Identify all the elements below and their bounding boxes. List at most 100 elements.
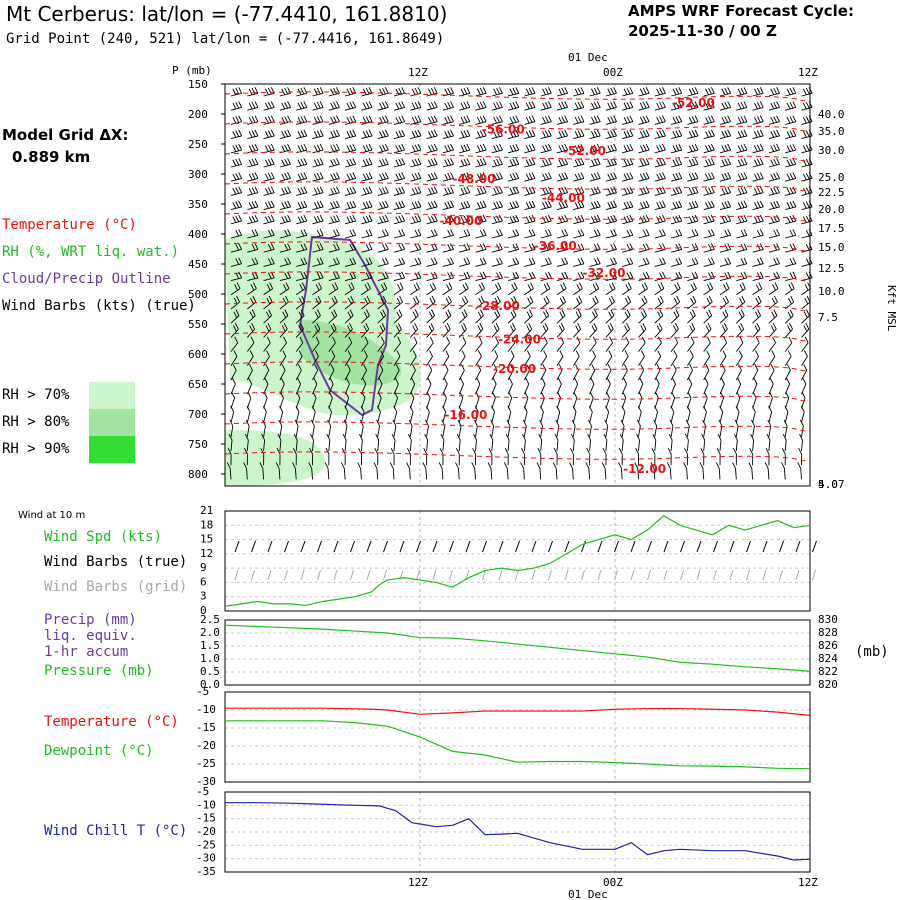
wind-barb-feather bbox=[545, 158, 549, 166]
wind-barb-feather bbox=[238, 257, 243, 264]
wind-barb-feather bbox=[528, 173, 533, 180]
wind-barb-feather bbox=[417, 200, 422, 208]
wind-barb-feather bbox=[525, 187, 530, 195]
wind-barb bbox=[621, 342, 630, 352]
wind-barb-feather bbox=[770, 145, 775, 152]
wind-barb-feather bbox=[738, 364, 742, 371]
wind-barb-feather bbox=[723, 336, 728, 344]
wind-barb-feather bbox=[389, 462, 394, 469]
wind-barb-feather bbox=[591, 187, 595, 195]
wind-barb bbox=[654, 356, 662, 367]
wind-barb-feather bbox=[248, 202, 253, 209]
wind-barb bbox=[491, 277, 503, 282]
wind-barb-feather bbox=[659, 309, 664, 316]
pressure-ytick-right: 826 bbox=[818, 639, 838, 652]
wind-barb-feather bbox=[412, 325, 417, 332]
wind-barb bbox=[442, 425, 446, 437]
wind-barb-feather bbox=[527, 284, 532, 291]
wind-barb bbox=[491, 356, 499, 367]
wind-barb-feather bbox=[395, 159, 400, 166]
wind-barb-feather bbox=[352, 172, 357, 179]
wind-barb bbox=[442, 249, 454, 253]
wind-barb-feather bbox=[607, 159, 612, 166]
wind-barb bbox=[328, 301, 338, 310]
wind-barb bbox=[361, 263, 373, 267]
wind-barb-feather bbox=[737, 187, 742, 195]
temperature-contour bbox=[224, 331, 811, 342]
wind-barb-feather bbox=[596, 271, 601, 279]
wind-barb-feather bbox=[368, 257, 373, 264]
wind-barb-feather bbox=[610, 158, 615, 166]
wind-barb bbox=[622, 121, 633, 125]
wind-barb-feather bbox=[499, 186, 503, 193]
wind-barb-feather bbox=[643, 295, 648, 303]
wind-barb-feather bbox=[235, 173, 240, 180]
wind-barb-feather bbox=[281, 325, 286, 332]
wind-barb-feather bbox=[776, 101, 780, 108]
wind-barb-feather bbox=[336, 243, 340, 250]
wind-barb bbox=[524, 121, 536, 125]
wind-barb bbox=[279, 206, 291, 211]
wind-barb-feather bbox=[301, 295, 306, 303]
wind-barb-feather bbox=[298, 311, 303, 318]
wind-barb-feather bbox=[738, 325, 743, 332]
wind-barb-feather bbox=[558, 145, 563, 152]
pressure-tick-label: 200 bbox=[188, 108, 208, 121]
wind-barb bbox=[523, 411, 528, 423]
wind-barb-feather bbox=[528, 244, 533, 251]
wind-barb bbox=[458, 440, 461, 452]
wind-barb-feather bbox=[250, 284, 255, 291]
wind-barb bbox=[654, 192, 666, 196]
wind-barb bbox=[768, 149, 780, 154]
wind-barb bbox=[246, 425, 250, 437]
wind-barb bbox=[540, 107, 552, 111]
wind-barb bbox=[328, 149, 340, 154]
wind-barb-feather bbox=[545, 116, 549, 123]
wind-barb-feather bbox=[409, 405, 414, 413]
wind-barb-feather bbox=[268, 309, 272, 316]
wind-barb-feather bbox=[580, 143, 585, 151]
wind-barb-feather bbox=[366, 295, 371, 303]
wind-barb-feather bbox=[690, 336, 695, 344]
wind-barb-feather bbox=[292, 462, 296, 469]
wind-barb bbox=[556, 234, 568, 239]
wind-barb-feather bbox=[662, 129, 666, 137]
wind-barb bbox=[312, 107, 324, 111]
wind-barb bbox=[638, 121, 650, 125]
wind-barb-feather bbox=[606, 391, 610, 399]
wind-barb-feather bbox=[430, 258, 435, 265]
wind-barb bbox=[507, 263, 519, 267]
wind-barb-feather bbox=[333, 116, 337, 123]
wind-barb bbox=[360, 411, 365, 423]
wind-barb bbox=[670, 234, 682, 239]
wind-barb bbox=[491, 178, 503, 182]
wind-barb-feather bbox=[346, 116, 351, 124]
wind-barb-feather bbox=[562, 282, 567, 289]
wind-barb bbox=[687, 342, 695, 352]
wind-barb bbox=[589, 178, 601, 182]
wind-barb bbox=[442, 440, 445, 452]
wind-barb-feather bbox=[300, 244, 305, 251]
wind-barb-feather bbox=[430, 102, 435, 109]
wind-barb-feather bbox=[466, 115, 471, 122]
wind-barb bbox=[572, 356, 580, 367]
wind-barb-feather bbox=[545, 102, 549, 109]
wind-barb-feather bbox=[333, 309, 338, 316]
wind-barb bbox=[328, 356, 336, 367]
wind-barb-feather bbox=[577, 102, 582, 109]
wind-barb-feather bbox=[373, 462, 378, 469]
wind-barb bbox=[736, 135, 748, 140]
wind-barb-feather bbox=[547, 229, 552, 236]
wind-barb-feather bbox=[444, 116, 449, 124]
wind-barb-feather bbox=[658, 323, 663, 330]
wind-barb bbox=[377, 249, 389, 253]
wind-barb bbox=[230, 397, 235, 409]
wind-barb bbox=[442, 397, 447, 409]
wind-barb-feather bbox=[270, 172, 275, 179]
wind-barb-feather bbox=[591, 202, 595, 209]
wind-barb bbox=[752, 263, 764, 267]
wind-barb bbox=[247, 234, 259, 239]
wind-barb bbox=[393, 397, 398, 409]
wind-barb-10m bbox=[647, 540, 652, 553]
wind-barb-feather bbox=[232, 364, 237, 371]
